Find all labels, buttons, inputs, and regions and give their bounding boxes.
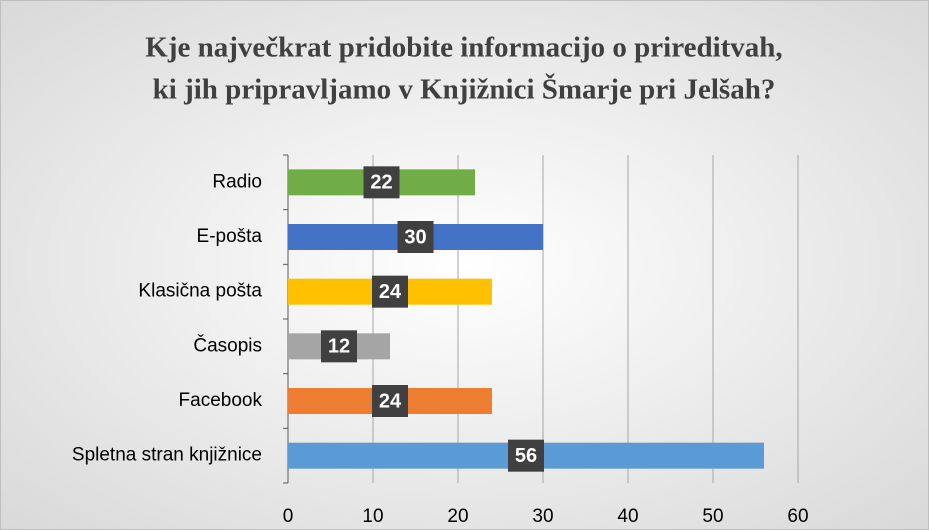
y-tick-label: Spletna stran knjižnice [72,445,262,466]
x-tick-label: 30 [532,506,553,527]
value-label: 24 [379,281,402,303]
value-label-box [508,439,544,472]
value-label-box [397,221,434,253]
value-label-box [363,166,400,199]
y-tick-label: Radio [212,171,262,192]
value-label: 30 [404,226,426,248]
chart-title: ki jih pripravljamo v Knjižnici Šmarje p… [153,73,776,106]
value-label: 24 [379,390,402,412]
y-tick-label: Klasična pošta [138,281,262,302]
y-tick-label: Časopis [193,334,262,356]
x-tick-label: 20 [447,506,468,527]
x-tick-label: 50 [702,506,723,527]
value-label: 12 [328,336,350,358]
y-tick-label: Facebook [179,390,263,411]
x-tick-label: 40 [617,506,638,527]
y-tick-label: E-pošta [197,226,263,247]
value-label-box [372,275,408,308]
value-label-box [321,330,357,363]
x-tick-label: 60 [787,506,808,527]
value-label: 56 [515,445,537,467]
value-label-box [372,385,408,417]
x-tick-label: 10 [362,506,383,527]
value-label: 22 [370,172,392,194]
x-tick-label: 0 [283,506,294,527]
chart-title: Kje največkrat pridobite informacijo o p… [145,32,782,64]
